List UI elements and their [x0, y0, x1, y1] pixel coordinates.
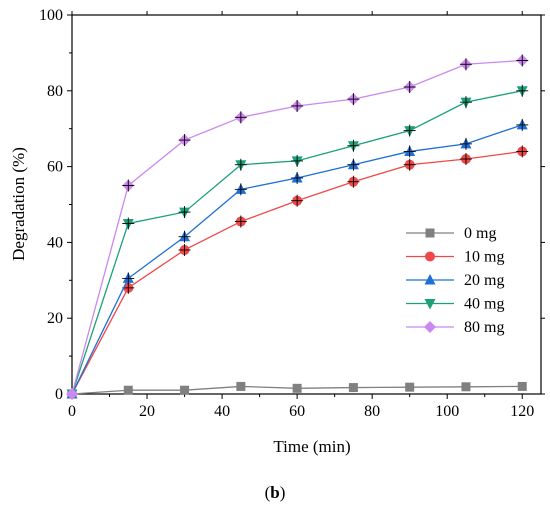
plot-frame [71, 14, 542, 395]
data-point-0-mg [236, 381, 246, 391]
y-tick-label: 60 [47, 159, 63, 176]
data-point-0-mg [517, 381, 527, 391]
series-80-mg [66, 54, 529, 400]
y-tick-label: 80 [47, 83, 63, 100]
y-tick-label: 20 [47, 310, 63, 327]
legend-item-40-mg: 40 mg [406, 296, 504, 313]
legend-item-10-mg: 10 mg [406, 249, 504, 266]
legend-label: 40 mg [464, 296, 504, 313]
x-tick-label: 0 [68, 403, 76, 420]
x-axis-title: Time (min) [273, 437, 350, 456]
series-layer [66, 54, 529, 400]
x-tick-label: 40 [214, 403, 230, 420]
legend-label: 10 mg [464, 249, 504, 266]
legend-marker [424, 321, 436, 333]
data-point-80-mg [66, 388, 78, 400]
series-line-10-mg [71, 150, 523, 395]
legend-label: 20 mg [464, 272, 504, 289]
data-point-0-mg [405, 382, 415, 392]
legend-marker [424, 299, 436, 310]
x-tick-label: 80 [364, 403, 380, 420]
series-line-40-mg [71, 90, 523, 395]
y-axis-title: Degradation (%) [9, 147, 28, 261]
data-point-0-mg [180, 385, 190, 395]
legend-item-20-mg: 20 mg [406, 272, 504, 289]
axes: 0 20 40 60 80 100 120 0 20 40 60 80 100 [39, 7, 545, 420]
legend-label: 0 mg [464, 225, 496, 242]
x-tick-label: 60 [289, 403, 305, 420]
y-tick-label: 100 [39, 7, 63, 24]
series-40-mg [66, 84, 529, 400]
y-tick-label: 40 [47, 234, 63, 251]
legend-item-80-mg: 80 mg [406, 319, 504, 336]
y-tick-label: 0 [55, 386, 63, 403]
data-point-0-mg [461, 382, 471, 392]
legend-label: 80 mg [464, 319, 504, 336]
legend-marker [425, 228, 435, 238]
figure-caption: (b) [265, 483, 286, 502]
data-point-0-mg [348, 383, 358, 393]
data-point-0-mg [292, 383, 302, 393]
x-tick-label: 100 [435, 403, 459, 420]
x-tick-label: 20 [139, 403, 155, 420]
legend-marker [424, 274, 436, 285]
legend: 0 mg 10 mg 20 mg 40 mg 80 mg [406, 225, 504, 336]
legend-marker [425, 251, 435, 262]
x-tick-label: 120 [510, 403, 534, 420]
legend-item-0-mg: 0 mg [406, 225, 496, 242]
series-10-mg [67, 145, 529, 399]
data-point-0-mg [123, 385, 133, 395]
